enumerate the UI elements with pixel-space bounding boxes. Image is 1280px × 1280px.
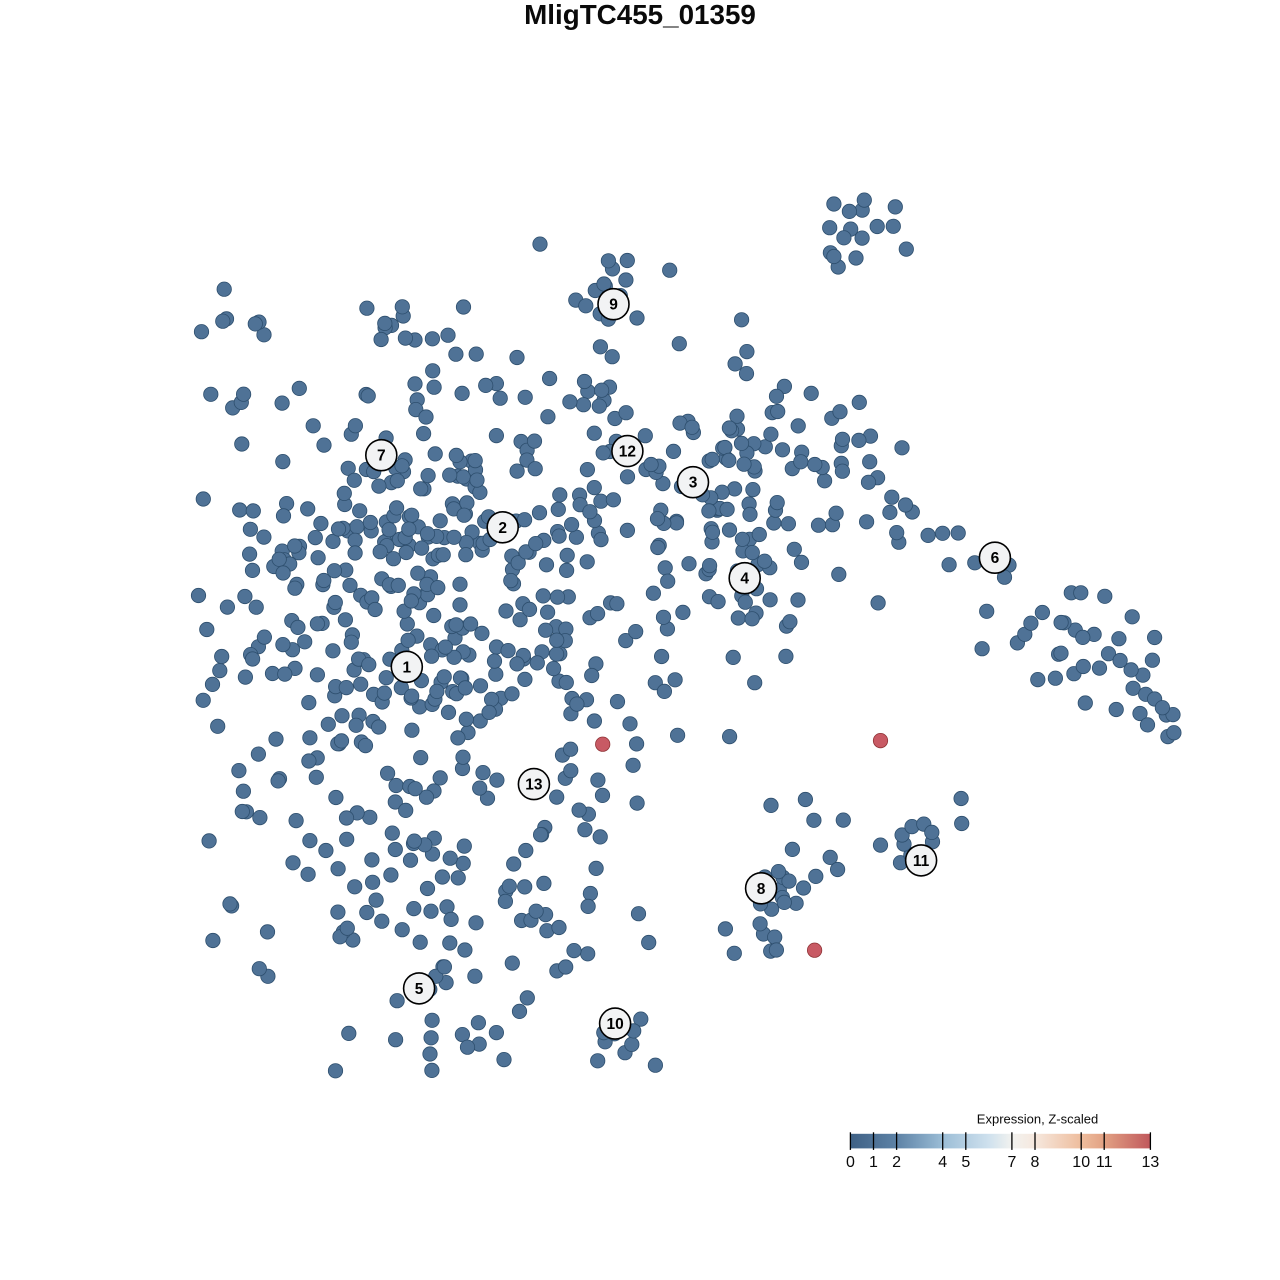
svg-text:0: 0 — [846, 1154, 855, 1171]
svg-text:2: 2 — [498, 520, 507, 537]
svg-text:7: 7 — [377, 448, 386, 465]
svg-text:5: 5 — [415, 981, 424, 998]
svg-text:4: 4 — [938, 1154, 947, 1171]
svg-text:7: 7 — [1007, 1154, 1016, 1171]
svg-text:13: 13 — [1142, 1154, 1160, 1171]
svg-text:12: 12 — [619, 444, 636, 461]
svg-text:11: 11 — [913, 853, 930, 870]
svg-text:9: 9 — [609, 297, 618, 314]
svg-text:2: 2 — [892, 1154, 901, 1171]
svg-text:4: 4 — [740, 571, 749, 588]
svg-text:13: 13 — [525, 777, 543, 794]
svg-text:1: 1 — [402, 659, 411, 676]
svg-text:Expression, Z-scaled: Expression, Z-scaled — [977, 1112, 1098, 1127]
svg-text:11: 11 — [1096, 1154, 1113, 1171]
svg-text:10: 10 — [606, 1016, 623, 1033]
svg-text:5: 5 — [961, 1154, 970, 1171]
svg-text:6: 6 — [991, 550, 1000, 567]
svg-text:8: 8 — [757, 881, 766, 898]
svg-text:8: 8 — [1031, 1154, 1040, 1171]
svg-text:10: 10 — [1072, 1154, 1090, 1171]
svg-text:3: 3 — [689, 475, 698, 492]
svg-text:1: 1 — [869, 1154, 878, 1171]
